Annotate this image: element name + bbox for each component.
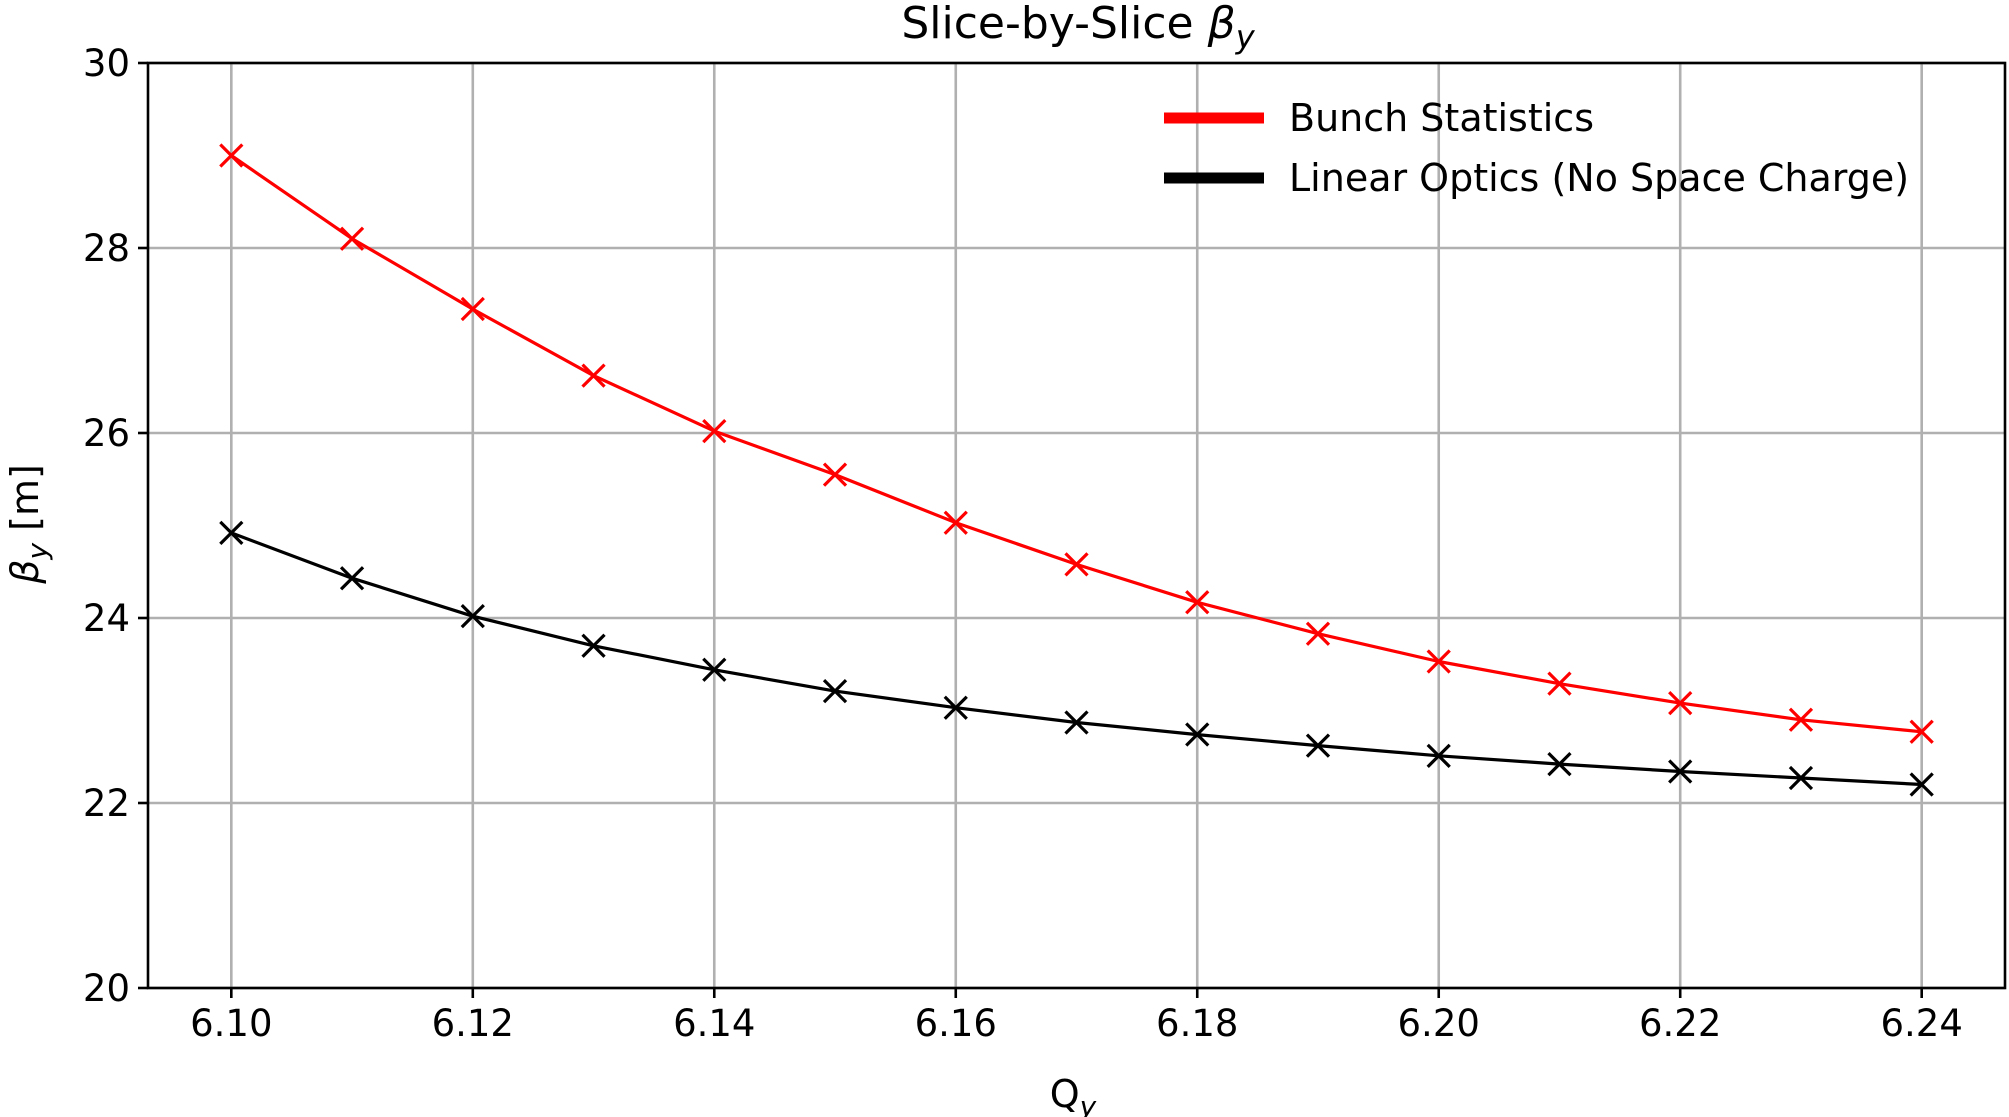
- series-1-point: [1185, 722, 1210, 747]
- series-1-point: [1909, 772, 1934, 797]
- y-tick-label: 28: [83, 227, 130, 270]
- series-0-point: [581, 363, 606, 388]
- x-tick-label: 6.18: [1156, 1002, 1238, 1045]
- series-0-point: [1909, 719, 1934, 744]
- series-1-point: [822, 678, 848, 704]
- series-1-point: [1668, 759, 1693, 784]
- x-axis-label: Qy: [1050, 1072, 1097, 1117]
- legend: Bunch Statistics Linear Optics (No Space …: [1164, 96, 1909, 200]
- series-0-point: [339, 226, 365, 251]
- x-tick-label: 6.24: [1880, 1002, 1962, 1045]
- series-0-point: [1788, 707, 1814, 732]
- series-0-point: [1305, 621, 1331, 646]
- y-tick-label: 20: [83, 967, 130, 1010]
- y-tick-label: 26: [83, 412, 130, 455]
- x-tick-label: 6.12: [432, 1002, 514, 1045]
- series-1-point: [581, 633, 606, 658]
- series-1-point: [1426, 743, 1451, 768]
- y-tick-label: 30: [83, 42, 130, 85]
- y-tick-label: 22: [83, 782, 130, 825]
- series-1-point: [943, 695, 968, 720]
- x-tick-label: 6.10: [190, 1002, 272, 1045]
- plot-series: [219, 143, 1934, 797]
- series-1-point: [219, 520, 244, 546]
- axes-frame: [146, 61, 2007, 990]
- series-1-point: [1547, 752, 1572, 777]
- series-1-point: [339, 566, 365, 591]
- series-0-point: [1064, 552, 1089, 577]
- series-0-point: [219, 143, 244, 168]
- series-0-point: [1547, 671, 1572, 696]
- x-tick-label: 6.22: [1639, 1002, 1721, 1045]
- series-0-point: [822, 462, 848, 487]
- x-tick-label: 6.16: [915, 1002, 997, 1045]
- series-1-point: [702, 657, 727, 682]
- chart-title: Slice-by-Slice βy: [901, 0, 1255, 56]
- x-tick-label: 6.20: [1398, 1002, 1480, 1045]
- y-axis-label: βy [m]: [3, 464, 54, 585]
- series-1-point: [460, 604, 485, 629]
- series-0-point: [1185, 590, 1210, 615]
- series-0-point: [1668, 690, 1693, 716]
- axis-ticks: 6.10 6.12 6.14 6.16 6.18 6.20 6.22 6.24 20 22 24 26…: [83, 42, 1963, 1045]
- series-0-point: [460, 296, 485, 322]
- series-1-point: [1064, 710, 1089, 735]
- series-0-point: [943, 510, 968, 535]
- legend-label-1: Linear Optics (No Space Charge): [1289, 156, 1909, 200]
- y-tick-label: 24: [83, 597, 130, 640]
- series-0-point: [1426, 649, 1451, 674]
- x-tick-label: 6.14: [673, 1002, 755, 1045]
- series-1-point: [1788, 765, 1814, 791]
- series-1-point: [1305, 733, 1331, 758]
- series-0-point: [702, 419, 727, 444]
- legend-label-0: Bunch Statistics: [1289, 96, 1594, 140]
